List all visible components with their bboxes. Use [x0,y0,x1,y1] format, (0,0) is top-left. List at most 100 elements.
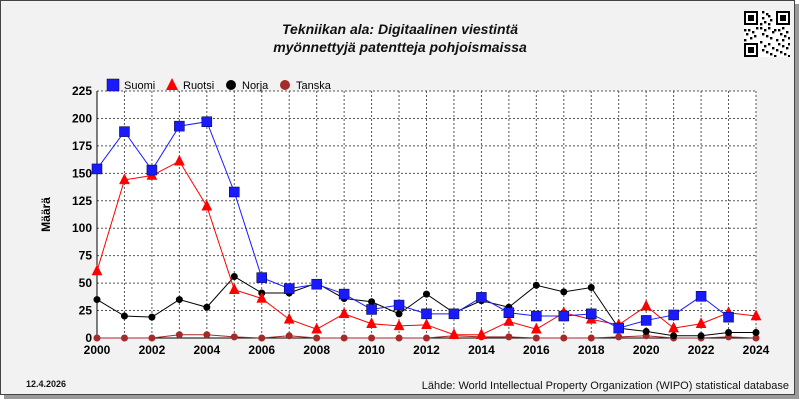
x-tick-label: 2020 [633,343,660,357]
qr-module [766,35,769,38]
data-point-tanska [587,334,595,342]
qr-finder-core [748,15,754,21]
data-point-ruotsi [91,264,103,276]
data-point-tanska [560,334,568,342]
qr-module [782,27,785,30]
data-point-suomi [393,299,405,311]
y-tick-label: 175 [72,139,92,153]
data-point-ruotsi [695,317,707,328]
legend-label-suomi: Suomi [124,80,155,92]
y-tick-label: 100 [72,221,92,235]
data-point-suomi [476,292,487,303]
data-point-norja [148,313,156,321]
data-point-norja [368,298,376,306]
qr-module [788,55,790,57]
x-tick-label: 2024 [743,343,770,357]
qr-module [766,13,769,16]
y-tick-label: 75 [79,249,93,263]
qr-module [760,23,763,26]
data-point-suomi [201,116,213,127]
data-point-ruotsi [256,291,268,303]
data-point-tanska [285,332,293,340]
qr-module [772,31,775,34]
data-point-ruotsi [366,317,377,328]
data-point-suomi [613,322,624,334]
date-label: 12.4.2026 [26,379,67,389]
data-point-tanska [395,334,403,342]
qr-module [770,19,773,22]
data-point-norja [175,296,183,304]
qr-module [746,33,749,36]
data-point-ruotsi [338,307,350,319]
data-point-ruotsi [201,199,213,211]
qr-module [786,47,789,50]
qr-module [788,43,790,46]
data-point-ruotsi [173,154,185,166]
qr-module [764,45,767,48]
data-point-suomi [256,272,267,283]
qr-module [744,39,747,42]
x-tick-label: 2004 [193,343,220,357]
data-point-suomi [119,126,130,137]
data-point-suomi [503,307,515,319]
qr-code-icon [744,11,790,57]
data-point-suomi [558,310,570,322]
data-point-norja [93,296,101,304]
data-point-suomi [668,309,679,321]
data-point-tanska [313,334,321,342]
qr-module [762,33,765,36]
data-point-suomi [174,120,185,132]
x-tick-label: 2000 [84,343,111,357]
data-point-tanska [752,334,760,342]
y-tick-label: 25 [79,304,93,318]
qr-module [776,49,779,52]
qr-finder-core [748,47,754,53]
legend-label-tanska: Tanska [296,80,332,92]
legend-label-ruotsi: Ruotsi [183,80,214,92]
chart-title: Tekniikan ala: Digitaalinen viestintä my… [0,20,800,56]
data-point-norja [697,332,705,340]
data-point-norja [120,312,128,320]
qr-module [762,49,765,52]
data-point-ruotsi [283,312,295,324]
y-tick-label: 50 [79,276,93,290]
qr-module [780,33,783,36]
x-tick-label: 2010 [358,343,385,357]
qr-module [778,43,781,46]
qr-module [784,53,787,56]
x-tick-label: 2018 [578,343,605,357]
qr-module [774,29,777,32]
data-point-tanska [368,334,376,342]
legend-marker-norja [226,80,236,90]
qr-module [768,23,771,26]
data-point-ruotsi [119,173,130,185]
source-label: Lähde: World Intellectual Property Organ… [421,380,789,392]
data-point-suomi [311,278,322,290]
data-point-norja [203,303,211,311]
data-point-norja [725,329,733,337]
qr-module [750,37,753,40]
qr-module [762,11,765,14]
qr-module [748,29,751,32]
x-tick-label: 2008 [303,343,330,357]
data-point-suomi [366,304,377,315]
data-point-norja [642,327,650,335]
y-tick-label: 125 [72,194,92,208]
x-tick-label: 2022 [688,343,715,357]
data-point-tanska [203,331,211,339]
qr-module [774,55,777,57]
qr-module [786,31,789,34]
qr-module [780,51,783,54]
qr-module [784,35,787,38]
data-point-suomi [338,288,350,300]
qr-module [764,21,767,24]
qr-module [782,39,785,42]
qr-module [772,47,775,50]
x-tick-label: 2006 [248,343,275,357]
qr-module [776,39,779,42]
qr-module [770,37,773,40]
qr-module [752,31,755,34]
data-point-norja [587,284,595,292]
data-point-norja [560,288,568,296]
y-axis-label: Määrä [39,197,53,232]
